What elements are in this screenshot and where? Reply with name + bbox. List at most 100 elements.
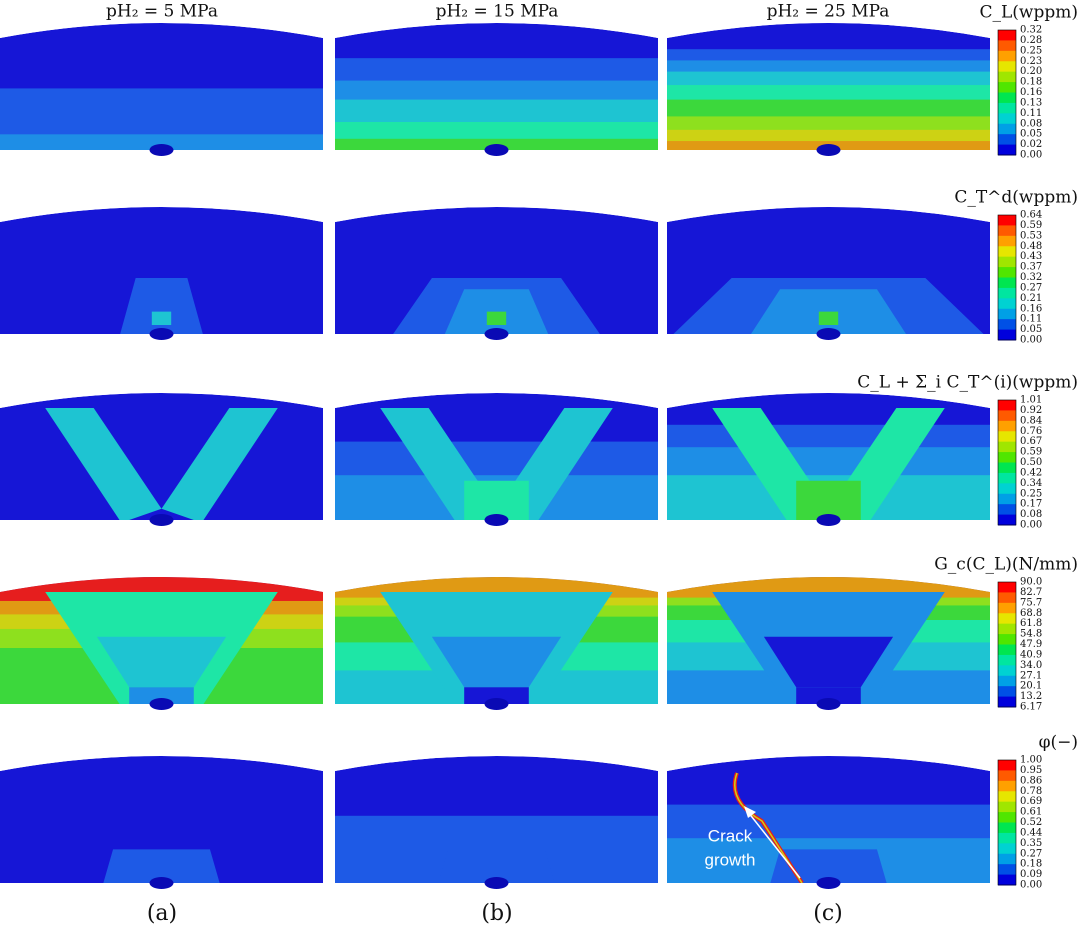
field-region bbox=[464, 480, 529, 520]
colorbar-tick-label: 0.59 bbox=[1020, 447, 1042, 458]
colorbar-tick-label: 0.09 bbox=[1020, 869, 1042, 880]
colorbar-segment bbox=[998, 40, 1016, 52]
colorbar-segment bbox=[998, 92, 1016, 104]
colorbar-segment bbox=[998, 493, 1016, 505]
annotation: Crack bbox=[708, 826, 753, 845]
colorbar-segment bbox=[998, 675, 1016, 687]
colorbar-tick-label: 27.1 bbox=[1020, 670, 1042, 681]
colorbar-title: C_L(wppm) bbox=[980, 3, 1079, 23]
notch bbox=[149, 144, 174, 156]
field-region bbox=[796, 687, 861, 704]
field-region bbox=[431, 636, 562, 688]
field-region bbox=[120, 278, 203, 334]
contour-panel bbox=[667, 577, 990, 704]
colorbar-tick-label: 0.00 bbox=[1020, 880, 1042, 891]
colorbar-tick-label: 0.23 bbox=[1020, 56, 1042, 67]
colorbar-frame bbox=[997, 581, 1017, 708]
colorbar-segment bbox=[998, 623, 1016, 635]
colorbar-segment bbox=[998, 582, 1016, 593]
notch bbox=[149, 698, 174, 710]
field-region bbox=[103, 849, 220, 883]
colorbar-tick-label: 20.1 bbox=[1020, 681, 1042, 692]
contour-panel bbox=[0, 207, 323, 334]
arrow-head bbox=[744, 806, 756, 818]
colorbar-tick-label: 0.18 bbox=[1020, 77, 1042, 88]
colorbar-tick-label: 61.8 bbox=[1020, 618, 1042, 629]
field-base bbox=[0, 756, 323, 883]
crack-halo bbox=[734, 772, 803, 883]
colorbar-tick-label: 0.16 bbox=[1020, 87, 1042, 98]
colorbar-segment bbox=[998, 514, 1016, 526]
colorbar-tick-label: 0.61 bbox=[1020, 807, 1042, 818]
column-title: pH₂ = 5 MPa bbox=[106, 2, 218, 22]
colorbar-segment bbox=[998, 843, 1016, 855]
colorbar-segment bbox=[998, 410, 1016, 422]
colorbar-tick-label: 0.69 bbox=[1020, 796, 1042, 807]
colorbar-segment bbox=[998, 235, 1016, 247]
panel-label: (b) bbox=[481, 901, 512, 926]
colorbar-tick-label: 0.00 bbox=[1020, 150, 1042, 161]
colorbar-segment bbox=[998, 225, 1016, 237]
colorbar-segment bbox=[998, 82, 1016, 93]
colorbar-tick-label: 1.00 bbox=[1020, 755, 1042, 766]
contour-panel bbox=[335, 577, 658, 704]
colorbar-title: φ(−) bbox=[1039, 733, 1078, 753]
colorbar-segment bbox=[998, 602, 1016, 614]
colorbar-tick-label: 68.8 bbox=[1020, 608, 1042, 619]
colorbar-segment bbox=[998, 267, 1016, 278]
colorbar-tick-label: 6.17 bbox=[1020, 702, 1042, 713]
panel-label: (c) bbox=[813, 901, 843, 926]
colorbar-tick-label: 75.7 bbox=[1020, 597, 1042, 608]
contour-panel bbox=[667, 756, 990, 883]
colorbar-segment bbox=[998, 431, 1016, 443]
colorbar-tick-label: 0.21 bbox=[1020, 293, 1042, 304]
colorbar-segment bbox=[998, 134, 1016, 146]
colorbar-tick-label: 0.78 bbox=[1020, 786, 1042, 797]
notch bbox=[816, 144, 841, 156]
colorbar-tick-label: 0.05 bbox=[1020, 324, 1042, 335]
field-region bbox=[151, 311, 172, 326]
notch bbox=[149, 328, 174, 340]
colorbar-title: G_c(C_L)(N/mm) bbox=[934, 555, 1078, 575]
colorbar-tick-label: 0.11 bbox=[1020, 108, 1042, 119]
notch bbox=[149, 877, 174, 889]
colorbar-tick-label: 34.0 bbox=[1020, 660, 1042, 671]
field-region bbox=[763, 636, 894, 688]
colorbar-tick-label: 0.16 bbox=[1020, 303, 1042, 314]
colorbar-segment bbox=[998, 665, 1016, 677]
column-title: pH₂ = 25 MPa bbox=[767, 2, 890, 22]
field-region bbox=[96, 636, 227, 688]
colorbar-tick-label: 13.2 bbox=[1020, 691, 1042, 702]
colorbar-segment bbox=[998, 874, 1016, 886]
colorbar-segment bbox=[998, 61, 1016, 73]
colorbar-segment bbox=[998, 256, 1016, 268]
column-title: pH₂ = 15 MPa bbox=[436, 2, 559, 22]
colorbar-tick-label: 0.05 bbox=[1020, 129, 1042, 140]
colorbar-tick-label: 0.00 bbox=[1020, 520, 1042, 531]
colorbar-segment bbox=[998, 246, 1016, 258]
colorbar-tick-label: 0.11 bbox=[1020, 314, 1042, 325]
colorbar-segment bbox=[998, 113, 1016, 125]
colorbar-tick-label: 90.0 bbox=[1020, 577, 1042, 588]
colorbar-segment bbox=[998, 472, 1016, 484]
colorbar-tick-label: 0.02 bbox=[1020, 139, 1042, 150]
colorbar-tick-label: 0.44 bbox=[1020, 827, 1042, 838]
colorbar-frame bbox=[997, 399, 1017, 526]
colorbar-tick-label: 0.08 bbox=[1020, 118, 1042, 129]
colorbar-segment bbox=[998, 853, 1016, 865]
field-band bbox=[0, 134, 323, 150]
colorbar-segment bbox=[998, 801, 1016, 813]
field-region bbox=[161, 408, 278, 520]
colorbar-tick-label: 0.37 bbox=[1020, 262, 1042, 273]
colorbar-tick-label: 1.01 bbox=[1020, 395, 1042, 406]
contour-panel bbox=[0, 756, 323, 883]
colorbar-tick-label: 0.32 bbox=[1020, 25, 1042, 36]
colorbar-tick-label: 47.9 bbox=[1020, 639, 1042, 650]
colorbar-segment bbox=[998, 483, 1016, 495]
colorbar-segment bbox=[998, 462, 1016, 474]
colorbar-tick-label: 0.64 bbox=[1020, 210, 1042, 221]
colorbar-segment bbox=[998, 696, 1016, 708]
colorbar-tick-label: 0.42 bbox=[1020, 467, 1042, 478]
colorbar-frame bbox=[997, 29, 1017, 156]
colorbar-segment bbox=[998, 812, 1016, 823]
